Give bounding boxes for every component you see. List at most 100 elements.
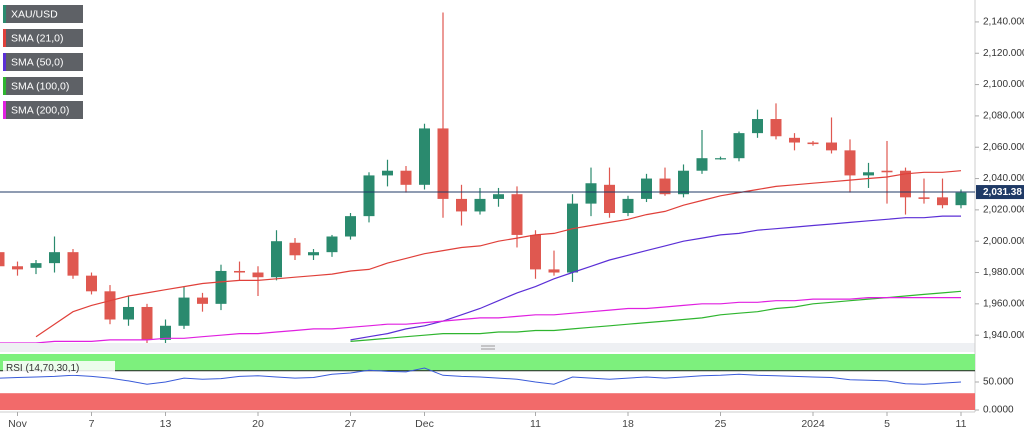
candle-body xyxy=(678,170,689,195)
y-tick-label: 2,060.000 xyxy=(983,142,1024,153)
candle-body xyxy=(900,170,911,198)
candle-body xyxy=(955,192,967,206)
candle-body xyxy=(30,263,42,268)
price-panel xyxy=(0,12,975,343)
indicator-line xyxy=(350,215,961,341)
x-tick-label: 27 xyxy=(345,418,357,430)
candle-body xyxy=(844,150,856,176)
candle-body xyxy=(770,119,782,137)
candle-body xyxy=(363,175,375,217)
candle-body xyxy=(918,197,930,199)
candle-body xyxy=(696,158,708,171)
legend-swatch xyxy=(3,29,6,47)
candle-body xyxy=(659,178,671,195)
y-tick-label: 1,960.000 xyxy=(983,298,1024,309)
legend-entry: SMA (21,0) xyxy=(11,32,64,44)
legend-swatch xyxy=(3,5,6,23)
last-price-label: 2,031.38 xyxy=(983,187,1022,198)
y-tick-label: 50.000 xyxy=(983,377,1014,388)
overbought-band xyxy=(0,354,975,371)
y-tick-label: 0.0000 xyxy=(983,405,1014,416)
x-tick-label: 25 xyxy=(715,418,727,430)
candle-body xyxy=(86,275,97,292)
candle-body xyxy=(12,266,23,270)
candle-body xyxy=(345,216,356,237)
legend-box[interactable] xyxy=(3,101,83,119)
x-tick-label: Nov xyxy=(8,418,27,430)
y-tick-label: 2,000.000 xyxy=(983,236,1024,247)
candle-body xyxy=(511,194,523,235)
legend-entry: XAU/USD xyxy=(11,8,58,20)
indicator-label: RSI (14,70,30,1) xyxy=(6,363,79,374)
candle-body xyxy=(530,234,541,270)
candle-body xyxy=(881,170,893,173)
indicator-label-box xyxy=(3,361,115,375)
candle-body xyxy=(308,252,319,256)
candle-body xyxy=(141,306,153,340)
candle-body xyxy=(326,236,338,253)
candle-body xyxy=(437,128,449,199)
overlay: 1,940.000 1,960.000 1,980.000 2,000.000 2,02… xyxy=(3,5,1024,430)
candle-body xyxy=(715,158,726,160)
candle-body xyxy=(234,270,245,273)
candle-body xyxy=(252,272,264,278)
candle-body xyxy=(271,241,282,278)
legend-entry: SMA (50,0) xyxy=(11,56,64,68)
candle-body xyxy=(160,325,171,340)
candle-body xyxy=(789,137,800,143)
candle-body xyxy=(807,142,819,145)
candle-body xyxy=(0,252,5,267)
candle-body xyxy=(67,252,79,276)
y-tick-label: 2,040.000 xyxy=(983,173,1024,184)
legend-box[interactable] xyxy=(3,5,83,23)
legend-swatch xyxy=(3,53,6,71)
y-tick-label: 2,080.000 xyxy=(983,111,1024,122)
candle-body xyxy=(826,142,837,151)
candle-body xyxy=(474,198,486,212)
rsi-panel xyxy=(0,354,975,410)
x-tick-label: 2024 xyxy=(801,418,825,430)
oversold-band xyxy=(0,393,975,410)
candle-body xyxy=(493,194,504,199)
indicator-line xyxy=(35,170,962,338)
legend-box[interactable] xyxy=(3,53,83,71)
x-tick-label: Dec xyxy=(415,418,434,430)
candle-body xyxy=(178,297,190,326)
candle-body xyxy=(123,306,134,320)
candle-body xyxy=(104,291,116,320)
legend-entry: SMA (200,0) xyxy=(11,104,69,116)
last-price-box xyxy=(976,185,1024,200)
legend-swatch xyxy=(3,77,6,95)
candle-body xyxy=(419,128,430,185)
x-tick-label: 11 xyxy=(956,418,967,430)
y-tick-label: 1,940.000 xyxy=(983,330,1024,341)
candle-body xyxy=(622,198,634,214)
candle-body xyxy=(49,252,60,264)
candle-body xyxy=(548,269,560,273)
legend-box[interactable] xyxy=(3,77,83,95)
x-tick-label: 20 xyxy=(252,418,264,430)
y-tick-label: 2,140.000 xyxy=(983,17,1024,28)
y-tick-label: 1,980.000 xyxy=(983,267,1024,278)
candle-body xyxy=(456,198,467,212)
candle-body xyxy=(585,183,597,204)
x-tick-label: 18 xyxy=(622,418,634,430)
candle-body xyxy=(937,197,948,206)
legend-box[interactable] xyxy=(3,29,83,47)
candle-body xyxy=(641,178,652,199)
x-tick-label: 13 xyxy=(160,418,172,430)
candle-body xyxy=(863,172,874,176)
y-tick-label: 2,020.000 xyxy=(983,205,1024,216)
candle-body xyxy=(604,184,615,214)
candle-body xyxy=(400,170,412,185)
candle-body xyxy=(752,119,763,134)
candle-body xyxy=(733,133,745,159)
legend-swatch xyxy=(3,101,6,119)
panel-separator[interactable] xyxy=(0,343,975,352)
candle-body xyxy=(197,297,208,304)
indicator-line xyxy=(350,290,962,342)
candle-body xyxy=(215,270,227,304)
y-tick-label: 2,120.000 xyxy=(983,48,1024,59)
legend-entry: SMA (100,0) xyxy=(11,80,69,92)
